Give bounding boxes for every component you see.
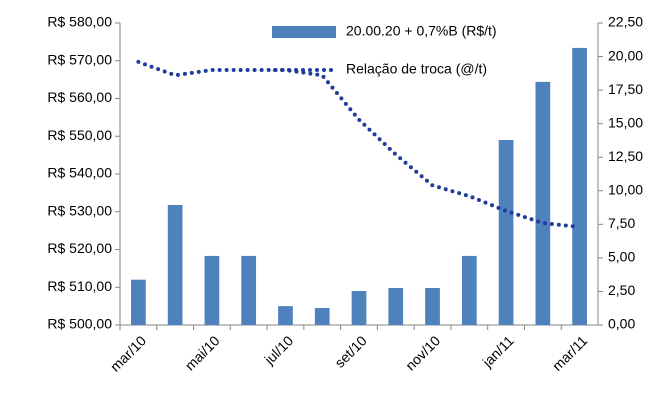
y2-tick-label: 22,50 [608,14,643,30]
legend-label: Relação de troca (@/t) [346,61,487,77]
y-tick-label: R$ 560,00 [47,89,112,105]
bar [204,255,220,325]
bar [535,81,551,325]
line [136,59,582,230]
y2-tick-label: 0,00 [608,316,635,332]
y-tick-label: R$ 550,00 [47,127,112,143]
bar [241,255,257,325]
legend-swatch [272,26,336,38]
y-tick-label: R$ 570,00 [47,51,112,67]
y-tick-label: R$ 530,00 [47,202,112,218]
bar [351,291,367,325]
x-tick-label: mai/10 [182,332,223,373]
y2-tick-label: 20,00 [608,47,643,63]
y2-tick-label: 15,00 [608,114,643,130]
y2-tick-label: 5,00 [608,249,635,265]
y2-tick-label: 2,50 [608,282,635,298]
bar [388,288,404,325]
x-tick-label: mar/11 [549,332,591,374]
bar [425,288,440,325]
y2-tick-label: 12,50 [608,148,643,164]
y2-tick-label: 10,00 [608,181,643,197]
y-tick-label: R$ 540,00 [47,165,112,181]
bar [131,279,146,325]
bar [167,204,183,325]
x-tick-label: jul/10 [261,332,297,368]
x-tick-label: set/10 [331,332,369,370]
y-tick-label: R$ 500,00 [47,316,112,332]
y-tick-label: R$ 580,00 [47,14,112,30]
bar [572,47,587,325]
y2-tick-label: 17,50 [608,81,643,97]
x-tick-label: nov/10 [402,332,443,373]
legend-label: 20.00.20 + 0,7%B (R$/t) [346,23,497,39]
bar [314,308,330,325]
bar [498,140,514,325]
y-tick-label: R$ 510,00 [47,278,112,294]
x-tick-label: jan/11 [479,332,517,370]
y2-tick-label: 7,50 [608,215,635,231]
y-tick-label: R$ 520,00 [47,240,112,256]
bar [461,255,477,325]
x-tick-label: mar/10 [107,332,149,374]
bar [278,306,293,325]
